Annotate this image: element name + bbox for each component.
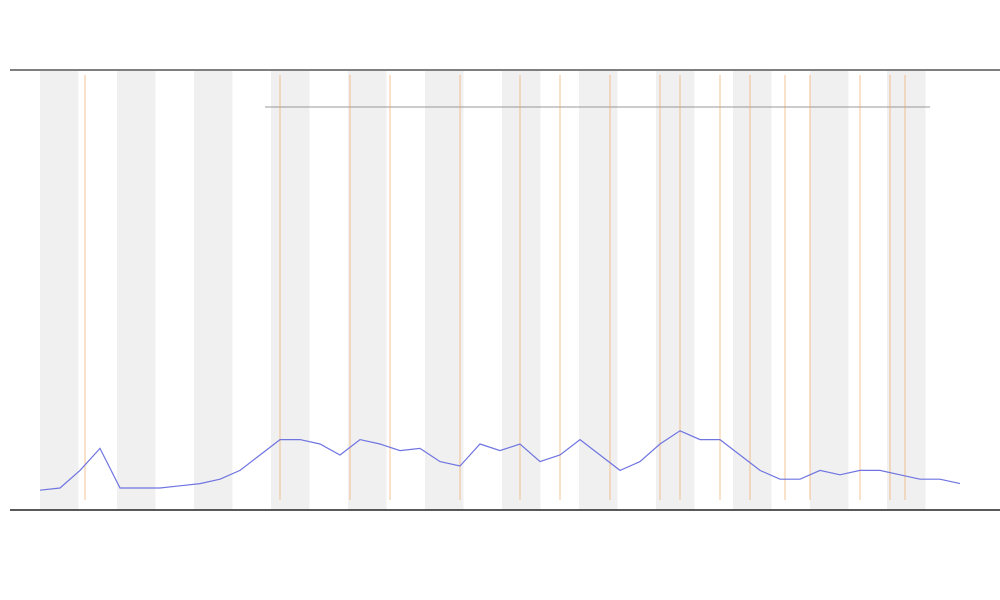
band: [656, 71, 695, 510]
series-line: [39, 430, 961, 491]
band: [40, 71, 79, 510]
band: [733, 71, 772, 510]
band: [425, 71, 464, 510]
period-bands: [40, 71, 926, 510]
band: [579, 71, 618, 510]
band: [348, 71, 387, 510]
band: [117, 71, 156, 510]
band: [502, 71, 541, 510]
band: [194, 71, 233, 510]
band: [887, 71, 926, 510]
band: [271, 71, 310, 510]
band: [810, 71, 849, 510]
